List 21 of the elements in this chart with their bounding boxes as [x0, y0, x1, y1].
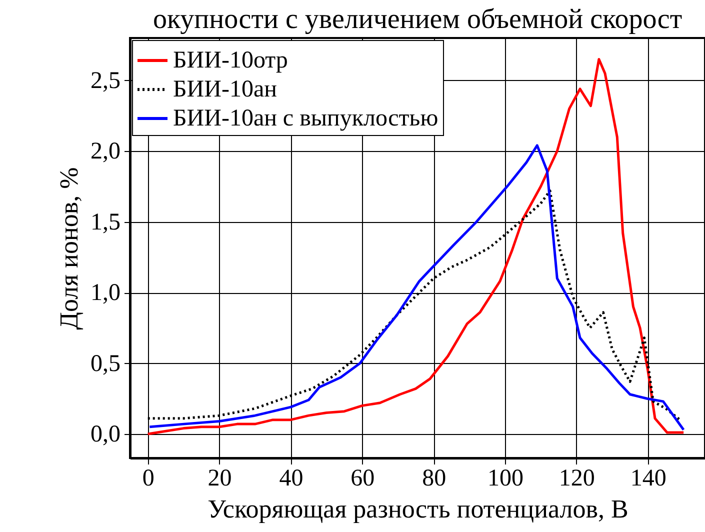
y-tick-label: 0,5 — [90, 350, 120, 377]
y-tick-label: 2,0 — [90, 138, 120, 165]
legend-label: БИИ-10ан с выпуклостью — [173, 106, 438, 132]
y-tick-label: 1,0 — [90, 280, 120, 306]
legend-label: БИИ-10отр — [173, 48, 288, 74]
x-tick-label: 120 — [558, 466, 595, 492]
y-tick-label: 1,5 — [90, 209, 120, 236]
x-axis-title: Ускоряющая разность потенциалов, В — [208, 494, 628, 524]
x-tick-label: 60 — [350, 466, 375, 492]
x-tick-label: 40 — [279, 466, 304, 492]
x-tick-label: 80 — [422, 466, 446, 492]
x-tick-label: 140 — [630, 466, 666, 492]
line-series — [148, 144, 685, 431]
x-tick-label: 0 — [142, 466, 154, 492]
y-tick-label: 2,5 — [90, 68, 120, 94]
y-tick-label: 0,0 — [90, 421, 120, 448]
x-tick-label: 100 — [488, 466, 524, 492]
chart-title: окупности с увеличением объемной скорост — [152, 4, 682, 35]
legend-label: БИИ-10ан — [173, 76, 278, 102]
x-tick-label: 20 — [208, 466, 232, 492]
y-axis-title: Доля ионов, % — [54, 167, 84, 330]
